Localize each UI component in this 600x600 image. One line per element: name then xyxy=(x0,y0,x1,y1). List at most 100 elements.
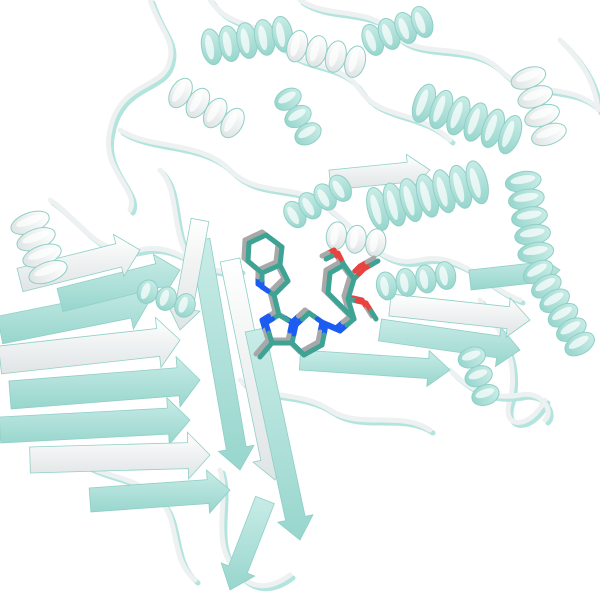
helix-turn-highlight xyxy=(329,45,339,67)
beta-sheets xyxy=(0,153,561,591)
helix-turn-highlight xyxy=(349,229,359,249)
helix-turn-highlight xyxy=(172,82,186,102)
helix-turn-highlight xyxy=(287,206,300,225)
helix-turn-highlight xyxy=(529,108,554,120)
helix-turn-highlight xyxy=(484,114,498,141)
alpha-helix xyxy=(10,210,68,285)
helix-turn-highlight xyxy=(414,12,426,34)
helix-turn-highlight xyxy=(205,34,215,60)
helix-turn-highlight xyxy=(370,194,382,225)
alpha-helix xyxy=(504,170,555,264)
helix-turn-highlight xyxy=(420,181,432,212)
helix-turn-highlight xyxy=(535,278,556,292)
helix-turn-highlight xyxy=(522,89,547,101)
alpha-helix xyxy=(522,259,595,357)
helix-turn-highlight xyxy=(467,108,480,135)
helix-turn-highlight xyxy=(288,108,306,121)
helix-turn-highlight xyxy=(309,39,320,62)
helix-turn-highlight xyxy=(222,31,232,57)
ligand-pose-teal xyxy=(325,290,344,309)
helix-turn-highlight xyxy=(140,283,151,300)
ligand-pose-teal xyxy=(338,303,357,322)
beta-strand xyxy=(88,469,231,515)
helix-turn-highlight xyxy=(502,120,515,148)
beta-strand xyxy=(220,495,275,591)
helix-turn-highlight xyxy=(468,369,488,380)
beta-strand xyxy=(298,349,451,388)
alpha-helix xyxy=(411,83,523,155)
helix-turn-highlight xyxy=(415,89,429,116)
helix-turn-highlight xyxy=(527,263,547,277)
helix-turn-highlight xyxy=(224,112,238,132)
helix-turn-highlight xyxy=(290,34,301,57)
coil-white xyxy=(447,367,551,423)
alpha-helix xyxy=(286,30,367,78)
helix-turn-highlight xyxy=(240,28,250,54)
beta-strand xyxy=(244,327,314,541)
coil-white xyxy=(557,37,600,113)
ligand-pose-teal xyxy=(257,347,269,360)
helix-turn-highlight xyxy=(419,269,429,289)
helix-turn-highlight xyxy=(461,350,481,361)
ligand-pose-teal xyxy=(276,312,290,323)
helix-turn-highlight xyxy=(380,276,389,296)
helix-turn-highlight xyxy=(159,289,170,306)
helix-turn-highlight xyxy=(536,126,561,139)
helix-turn-highlight xyxy=(381,24,393,46)
helix-turn-highlight xyxy=(365,29,377,52)
helix-turn-highlight xyxy=(552,306,572,321)
alpha-helix xyxy=(325,221,387,258)
coil-teal xyxy=(70,450,201,586)
helix-turn-highlight xyxy=(206,102,221,122)
helix-turn-highlight xyxy=(469,167,481,198)
helix-turn-highlight xyxy=(330,225,339,246)
helix-turn-highlight xyxy=(22,231,49,244)
alpha-helix xyxy=(200,15,294,66)
helix-turn-highlight xyxy=(276,22,286,48)
helix-turn-highlight xyxy=(16,214,43,227)
helix-turn-highlight xyxy=(453,172,465,203)
ligand-pose-gray xyxy=(364,255,377,265)
helix-turn-highlight xyxy=(543,292,564,306)
helix-turn-highlight xyxy=(369,232,379,253)
ligand-pose-teal xyxy=(323,253,335,262)
alpha-helix xyxy=(375,261,457,301)
coil-white xyxy=(105,0,174,213)
helix-turn-highlight xyxy=(403,185,415,216)
alpha-helix xyxy=(136,279,196,318)
helix-turn-highlight xyxy=(513,192,539,202)
beta-strand xyxy=(8,355,201,410)
helix-turn-highlight xyxy=(515,70,540,82)
ligand-molecule xyxy=(241,229,381,360)
ligand-pose-teal xyxy=(368,258,381,268)
helix-turn-highlight xyxy=(178,296,188,313)
alpha-helix xyxy=(283,174,352,229)
ligand-pose-teal xyxy=(368,308,379,322)
alpha-helix xyxy=(168,77,245,139)
ligand-pose-gray xyxy=(253,344,265,357)
ligand-pose-teal xyxy=(289,340,301,352)
helix-turn-highlight xyxy=(522,246,548,256)
helix-turn-highlight xyxy=(450,101,463,129)
helix-turn-highlight xyxy=(298,126,316,139)
helix-turn-highlight xyxy=(510,175,536,185)
helix-turn-highlight xyxy=(398,18,410,40)
helix-turn-highlight xyxy=(439,266,448,286)
helix-turn-highlight xyxy=(332,180,345,198)
helix-turn-highlight xyxy=(386,190,399,220)
helix-turn-highlight xyxy=(317,189,330,207)
beta-strand xyxy=(388,293,531,339)
beta-strand xyxy=(0,396,191,446)
beta-strand xyxy=(0,316,181,375)
ligand-pose-gray xyxy=(242,237,248,252)
alpha-helix xyxy=(510,66,567,147)
helix-turn-highlight xyxy=(433,95,446,123)
alpha-helices xyxy=(10,6,595,407)
ligand-pose-gray xyxy=(319,250,331,259)
helix-turn-highlight xyxy=(258,25,268,51)
helix-turn-highlight xyxy=(399,273,409,293)
helix-turn-highlight xyxy=(302,198,315,216)
beta-strand xyxy=(29,431,211,481)
